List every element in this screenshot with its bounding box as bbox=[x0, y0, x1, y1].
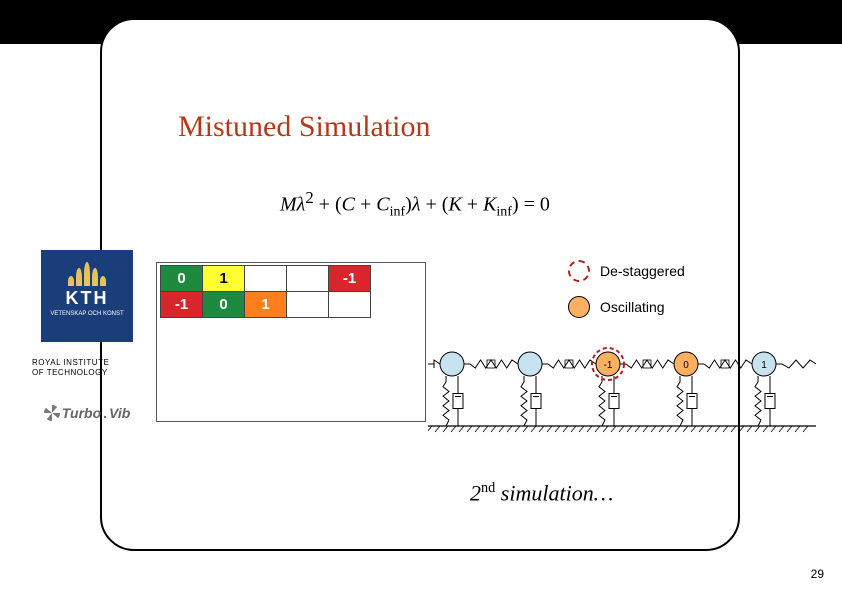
vib-text: Vib bbox=[109, 405, 130, 421]
legend: De-staggered Oscillating bbox=[568, 260, 685, 318]
slide: Mistuned Simulation Mλ2 + (C + Cinf)λ + … bbox=[0, 0, 842, 595]
matrix-cell: 0 bbox=[161, 266, 203, 292]
matrix-cell bbox=[245, 266, 287, 292]
eq-lambda2: λ bbox=[412, 194, 421, 216]
fan-icon bbox=[44, 405, 60, 421]
slide-title: Mistuned Simulation bbox=[178, 110, 431, 144]
legend-label-destaggered: De-staggered bbox=[600, 263, 685, 279]
page-number: 29 bbox=[811, 567, 824, 581]
eq-sq: 2 bbox=[305, 188, 313, 207]
legend-label-oscillating: Oscillating bbox=[600, 299, 665, 315]
matrix-cell: -1 bbox=[329, 266, 371, 292]
kth-text: KTH bbox=[66, 288, 109, 309]
logos-block: KTH VETENSKAP OCH KONST ROYAL INSTITUTE … bbox=[32, 250, 142, 421]
eq-M: M bbox=[280, 194, 297, 216]
caption-sup: nd bbox=[481, 480, 495, 496]
svg-text:-1: -1 bbox=[604, 360, 613, 371]
spring-mass-diagram: -1 0 1 bbox=[428, 340, 816, 435]
svg-text:1: 1 bbox=[761, 360, 767, 371]
bottom-bar bbox=[0, 565, 842, 595]
eq-Cinf-sub: inf bbox=[390, 205, 406, 220]
turbo-text: Turbo bbox=[62, 405, 101, 421]
eq-eq0: = 0 bbox=[524, 194, 550, 216]
kth-crown-icon bbox=[62, 256, 112, 286]
kth-logo: KTH VETENSKAP OCH KONST bbox=[41, 250, 133, 342]
matrix-table: 01-1-101 bbox=[160, 265, 371, 318]
eq-K: K bbox=[448, 194, 461, 216]
caption-ordinal: 2 bbox=[470, 480, 481, 505]
legend-row-destaggered: De-staggered bbox=[568, 260, 685, 282]
matrix-cell bbox=[287, 266, 329, 292]
eq-Kinf: K bbox=[483, 194, 496, 216]
eq-C: C bbox=[342, 194, 355, 216]
solid-circle-icon bbox=[568, 296, 590, 318]
eq-Cinf: C bbox=[376, 194, 389, 216]
matrix-cell: 0 bbox=[203, 292, 245, 318]
matrix-cell bbox=[287, 292, 329, 318]
simulation-caption: 2nd simulation… bbox=[470, 480, 613, 506]
matrix-cell: 1 bbox=[245, 292, 287, 318]
royal-institute-text: ROYAL INSTITUTE OF TECHNOLOGY bbox=[32, 358, 142, 379]
matrix-cell: 1 bbox=[203, 266, 245, 292]
matrix-cell bbox=[329, 292, 371, 318]
turbovib-logo: Turbo.Vib bbox=[44, 405, 131, 421]
matrix-cell: -1 bbox=[161, 292, 203, 318]
equation: Mλ2 + (C + Cinf)λ + (K + Kinf) = 0 bbox=[280, 188, 550, 221]
caption-text: simulation… bbox=[495, 480, 613, 505]
svg-text:0: 0 bbox=[683, 360, 689, 371]
eq-Kinf-sub: inf bbox=[496, 205, 512, 220]
diagram-svg: -1 0 1 bbox=[428, 340, 816, 435]
legend-row-oscillating: Oscillating bbox=[568, 296, 685, 318]
dashed-circle-icon bbox=[568, 260, 590, 282]
kth-subtext: VETENSKAP OCH KONST bbox=[50, 311, 123, 318]
